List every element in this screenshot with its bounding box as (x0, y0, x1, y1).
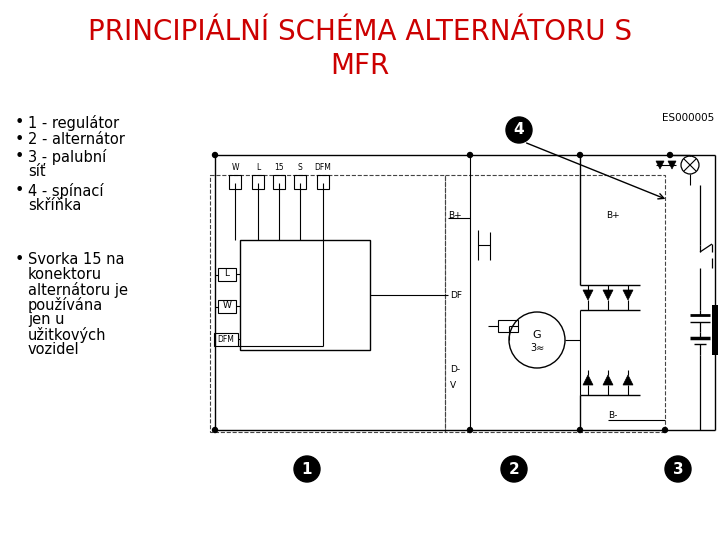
Bar (445, 175, 665, 432)
Text: konektoru: konektoru (28, 267, 102, 282)
Bar (218, 300, 236, 313)
Text: L: L (225, 269, 230, 279)
Polygon shape (623, 290, 633, 300)
Bar (317, 175, 329, 189)
Bar (210, 175, 445, 432)
Text: DF: DF (450, 291, 462, 300)
Text: 1: 1 (302, 462, 312, 476)
Text: W: W (231, 163, 239, 172)
Bar (218, 268, 236, 281)
Polygon shape (603, 375, 613, 385)
Text: 3: 3 (672, 462, 683, 476)
Circle shape (577, 152, 582, 158)
Text: •: • (15, 115, 24, 130)
Polygon shape (656, 161, 664, 169)
Bar (498, 320, 518, 332)
Text: G: G (533, 330, 541, 340)
Circle shape (212, 428, 217, 433)
Text: 4 - spínací: 4 - spínací (28, 183, 104, 199)
Circle shape (506, 117, 532, 143)
Text: 3 - palubní: 3 - palubní (28, 149, 107, 165)
Bar (229, 175, 241, 189)
Circle shape (294, 456, 320, 482)
Text: Svorka 15 na: Svorka 15 na (28, 252, 125, 267)
Circle shape (467, 428, 472, 433)
Bar (273, 175, 285, 189)
Text: 2: 2 (508, 462, 519, 476)
Text: DFM: DFM (315, 163, 331, 172)
Text: •: • (15, 149, 24, 164)
Polygon shape (623, 375, 633, 385)
Text: skříňka: skříňka (28, 198, 81, 213)
Circle shape (665, 456, 691, 482)
Polygon shape (603, 290, 613, 300)
Text: 2 - alternátor: 2 - alternátor (28, 132, 125, 147)
Text: L: L (256, 163, 260, 172)
Text: V: V (450, 381, 456, 389)
Circle shape (212, 152, 217, 158)
Text: •: • (15, 183, 24, 198)
Text: B-: B- (608, 410, 617, 420)
Text: DFM: DFM (217, 334, 235, 343)
Text: 4: 4 (513, 123, 524, 138)
Bar (712, 305, 718, 355)
Text: PRINCIPIÁLNÍ SCHÉMA ALTERNÁTORU S: PRINCIPIÁLNÍ SCHÉMA ALTERNÁTORU S (88, 18, 632, 46)
Text: B+: B+ (448, 211, 462, 219)
Text: vozidel: vozidel (28, 342, 80, 357)
Text: síť: síť (28, 164, 45, 179)
Bar (214, 333, 238, 346)
Bar (240, 240, 370, 350)
Text: •: • (15, 132, 24, 147)
Polygon shape (583, 290, 593, 300)
Text: B+: B+ (606, 211, 620, 219)
Bar (294, 175, 306, 189)
Text: MFR: MFR (330, 52, 390, 80)
Text: alternátoru je: alternátoru je (28, 282, 128, 298)
Circle shape (467, 152, 472, 158)
Circle shape (662, 428, 667, 433)
Polygon shape (583, 375, 593, 385)
Text: D-: D- (450, 366, 460, 375)
Text: jen u: jen u (28, 312, 65, 327)
Text: 15: 15 (274, 163, 284, 172)
Text: 3≈: 3≈ (530, 343, 544, 353)
Circle shape (577, 428, 582, 433)
Circle shape (667, 152, 672, 158)
Text: 1 - regulátor: 1 - regulátor (28, 115, 119, 131)
Text: užitkových: užitkových (28, 327, 107, 343)
Text: S: S (297, 163, 302, 172)
Text: používána: používána (28, 297, 103, 313)
Text: W: W (222, 301, 231, 310)
Circle shape (501, 456, 527, 482)
Text: ES000005: ES000005 (662, 113, 714, 123)
Polygon shape (668, 161, 676, 169)
Text: •: • (15, 252, 24, 267)
Bar (252, 175, 264, 189)
